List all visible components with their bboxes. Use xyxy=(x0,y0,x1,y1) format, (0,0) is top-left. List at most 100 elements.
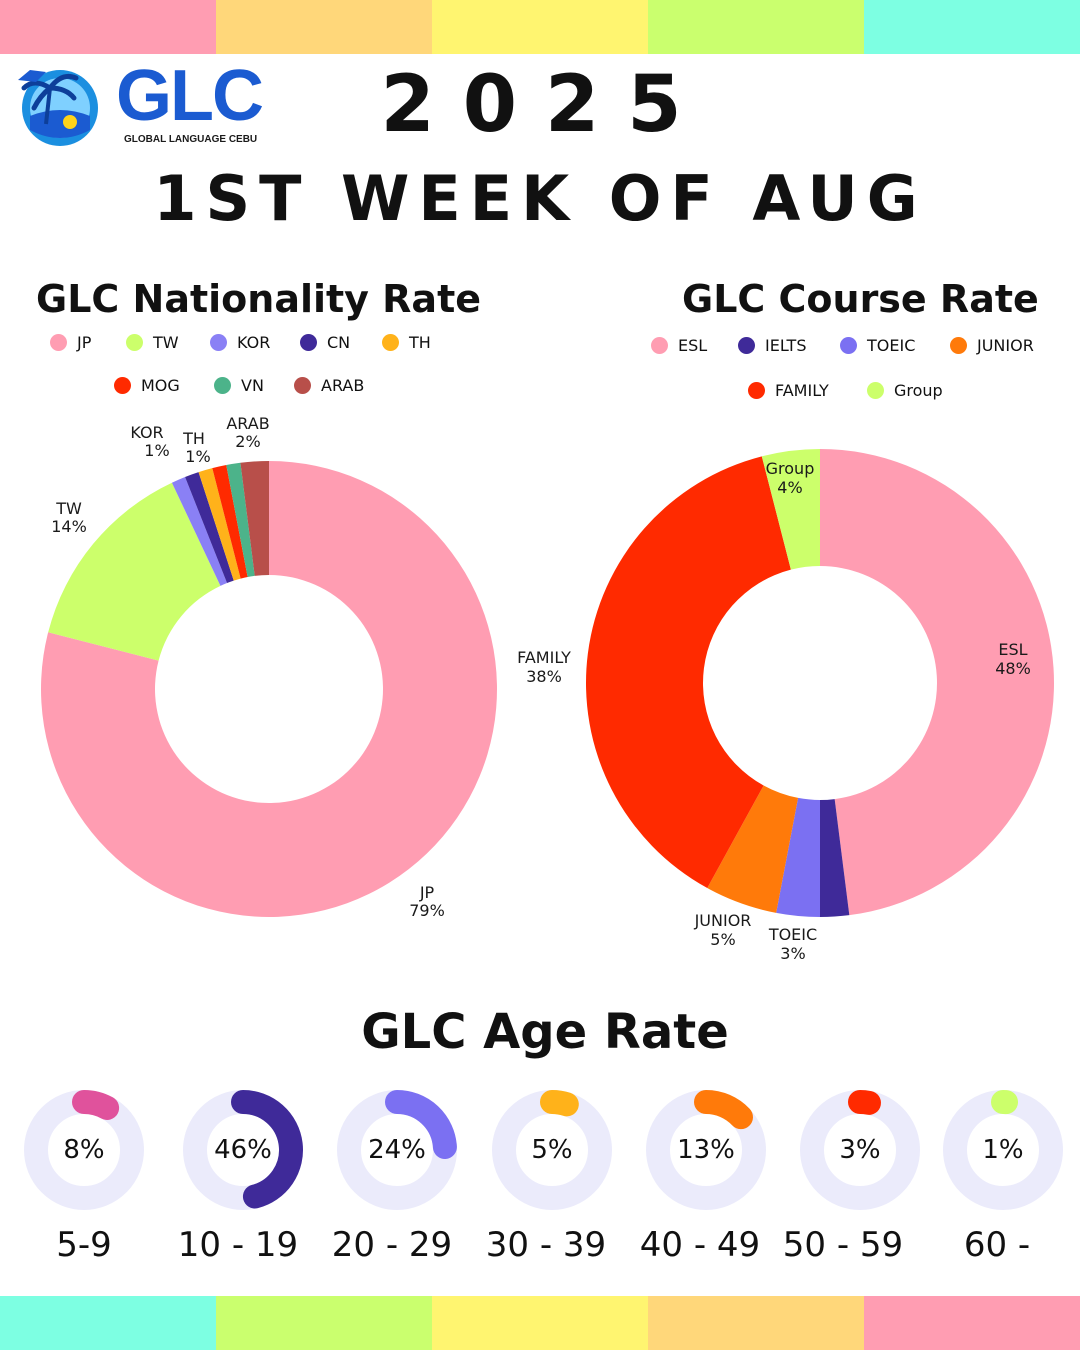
course-legend-swatch xyxy=(651,337,668,354)
age-gauge-10-19: 46% xyxy=(181,1088,305,1212)
course-legend-swatch xyxy=(950,337,967,354)
age-range-label-50-59: 50 - 59 xyxy=(782,1225,904,1265)
nationality-legend-label: VN xyxy=(241,376,264,395)
course-legend-swatch xyxy=(738,337,755,354)
nationality-legend-label: JP xyxy=(77,333,92,352)
age-chart-title: GLC Age Rate xyxy=(361,1004,729,1060)
nationality-legend-kor: KOR xyxy=(210,333,270,352)
nationality-legend-mog: MOG xyxy=(114,376,180,395)
nationality-slice-th xyxy=(198,468,241,581)
nationality-data-label-jp: JP 79% xyxy=(409,883,445,920)
nationality-legend-jp: JP xyxy=(50,333,91,352)
glc-logo: GLC GLOBAL LANGUAGE CEBU xyxy=(16,60,264,152)
nationality-legend-swatch xyxy=(300,334,317,351)
course-legend-ielts: IELTS xyxy=(738,336,806,355)
course-legend-label: JUNIOR xyxy=(977,336,1034,355)
course-slice-family xyxy=(586,456,791,889)
nationality-legend-swatch xyxy=(126,334,143,351)
age-gauge-40-49: 13% xyxy=(644,1088,768,1212)
top-band-segment-3 xyxy=(432,0,648,54)
top-band-segment-1 xyxy=(0,0,216,54)
age-gauge-ring xyxy=(943,1090,1063,1210)
top-color-band xyxy=(0,0,1080,54)
globe-palm-icon xyxy=(18,70,98,146)
nationality-data-label-tw: TW 14% xyxy=(51,499,87,536)
nationality-donut-chart: JP 79% TW 14% KOR 1% TH 1% ARAB 2% xyxy=(41,414,497,920)
bottom-color-band xyxy=(0,1296,1080,1350)
age-gauge-percent: 13% xyxy=(677,1135,735,1165)
nationality-data-label-arab: ARAB 2% xyxy=(226,414,269,451)
course-legend-junior: JUNIOR xyxy=(950,336,1034,355)
course-data-label-toeic: TOEIC 3% xyxy=(768,925,817,963)
top-band-segment-4 xyxy=(648,0,864,54)
bottom-band-segment-4 xyxy=(648,1296,864,1350)
age-gauge-percent: 1% xyxy=(982,1135,1024,1165)
age-range-label-60-: 60 - xyxy=(963,1225,1031,1265)
course-legend-swatch xyxy=(840,337,857,354)
nationality-legend-swatch xyxy=(382,334,399,351)
nationality-slice-mog xyxy=(212,465,248,579)
age-gauge-arc-10-19 xyxy=(231,1090,303,1209)
course-slice-ielts xyxy=(820,799,850,917)
top-band-segment-5 xyxy=(864,0,1080,54)
nationality-legend-swatch xyxy=(210,334,227,351)
nationality-data-label-th: TH 1% xyxy=(182,429,211,466)
age-gauge-arc-50-59 xyxy=(848,1090,881,1115)
age-gauge-percent: 5% xyxy=(531,1135,573,1165)
nationality-chart-title: GLC Nationality Rate xyxy=(36,277,482,321)
nationality-slice-kor xyxy=(171,477,228,586)
course-legend-swatch xyxy=(867,382,884,399)
age-gauge-percent: 3% xyxy=(839,1135,881,1165)
nationality-slice-tw xyxy=(48,482,221,661)
age-gauge-5-9: 8% xyxy=(22,1088,146,1212)
bottom-band-segment-3 xyxy=(432,1296,648,1350)
course-legend-label: ESL xyxy=(678,336,708,355)
nationality-legend-cn: CN xyxy=(300,333,350,352)
nationality-legend-arab: ARAB xyxy=(294,376,364,395)
nationality-data-label-kor: KOR 1% xyxy=(130,423,169,460)
course-legend-label: TOEIC xyxy=(867,336,916,355)
course-donut-chart: ESL 48% TOEIC 3% JUNIOR 5% FAMILY 38% Group 4% xyxy=(517,449,1054,963)
age-gauge-60-: 1% xyxy=(941,1088,1065,1212)
age-gauge-arc-40-49 xyxy=(694,1090,753,1130)
age-gauge-30-39: 5% xyxy=(490,1088,614,1212)
course-slice-toeic xyxy=(776,797,820,917)
course-slice-esl xyxy=(820,449,1054,916)
nationality-legend-swatch xyxy=(294,377,311,394)
nationality-legend-vn: VN xyxy=(214,376,264,395)
bottom-band-segment-5 xyxy=(864,1296,1080,1350)
logo-wordmark: GLC xyxy=(116,56,264,136)
nationality-slice-cn xyxy=(185,472,234,584)
course-legend-label: IELTS xyxy=(765,336,807,355)
course-legend-label: FAMILY xyxy=(775,381,829,400)
age-range-label-5-9: 5-9 xyxy=(56,1225,112,1265)
age-gauge-ring xyxy=(646,1090,766,1210)
age-gauge-20-29: 24% xyxy=(335,1088,459,1212)
course-legend-label: Group xyxy=(894,381,943,400)
course-data-label-group: Group 4% xyxy=(766,459,815,497)
age-range-label-30-39: 30 - 39 xyxy=(485,1225,607,1265)
age-gauge-percent: 24% xyxy=(368,1135,426,1165)
course-legend-family: FAMILY xyxy=(748,381,829,400)
nationality-slice-jp xyxy=(41,461,497,918)
nationality-legend-swatch xyxy=(50,334,67,351)
nationality-legend-tw: TW xyxy=(126,333,179,352)
nationality-legend-swatch xyxy=(114,377,131,394)
course-chart-title: GLC Course Rate xyxy=(682,277,1039,321)
age-gauge-arc-30-39 xyxy=(540,1090,579,1117)
course-legend-swatch xyxy=(748,382,765,399)
nationality-legend-label: TW xyxy=(153,333,179,352)
course-data-label-junior: JUNIOR 5% xyxy=(694,911,752,949)
age-gauge-ring xyxy=(183,1090,303,1210)
age-range-label-10-19: 10 - 19 xyxy=(177,1225,299,1265)
nationality-legend-label: CN xyxy=(327,333,351,352)
top-band-segment-2 xyxy=(216,0,432,54)
bottom-band-segment-2 xyxy=(216,1296,432,1350)
week-heading: 1ST WEEK OF AUG xyxy=(153,162,927,235)
course-data-label-esl: ESL 48% xyxy=(995,640,1031,678)
age-gauge-ring xyxy=(337,1090,457,1210)
bottom-band-segment-1 xyxy=(0,1296,216,1350)
age-range-label-40-49: 40 - 49 xyxy=(639,1225,761,1265)
course-legend-toeic: TOEIC xyxy=(840,336,915,355)
course-slice-group xyxy=(761,449,820,570)
